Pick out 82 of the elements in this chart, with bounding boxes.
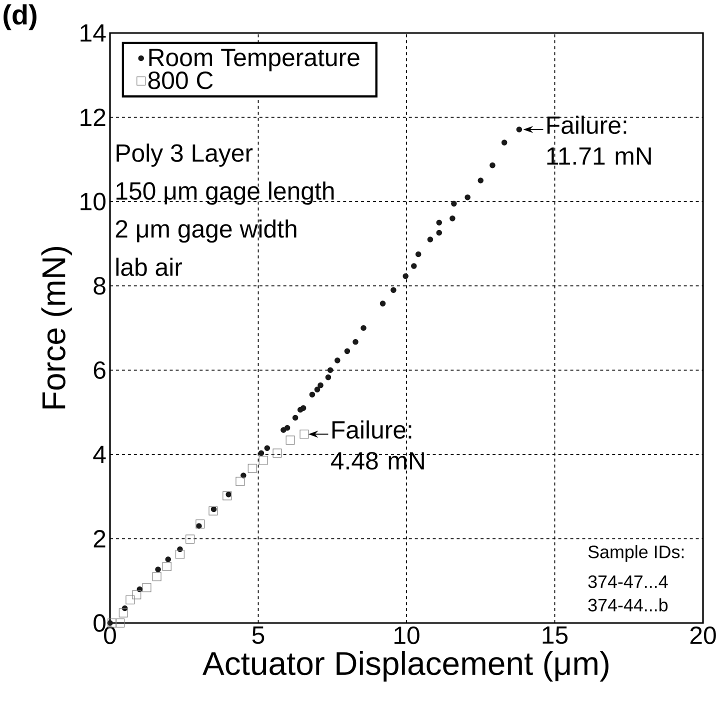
point [186, 534, 195, 544]
text: (d) [4, 4, 36, 30]
point [327, 367, 334, 374]
point [300, 405, 306, 411]
y-axis-title: Force (mN) [41, 246, 72, 408]
point [344, 348, 350, 354]
point [162, 562, 172, 572]
point [284, 424, 290, 431]
point [258, 456, 268, 465]
y-tick-label: 10 [80, 192, 106, 210]
point [236, 476, 245, 486]
y-tick-label: 12 [80, 108, 106, 126]
point [292, 414, 298, 421]
point [152, 572, 162, 582]
point [155, 566, 161, 572]
point [222, 491, 232, 500]
point [360, 325, 366, 331]
x-tick-label: 15 [542, 626, 568, 644]
x-tick-label: 20 [690, 626, 716, 644]
point [177, 546, 183, 552]
y-tick-label: 6 [94, 361, 106, 379]
x-tick-label: 10 [394, 626, 420, 644]
point [318, 382, 324, 388]
point [108, 618, 117, 628]
annotation: 150 μm gage length [116, 182, 334, 205]
point [325, 374, 332, 380]
point [501, 140, 508, 146]
point [411, 263, 417, 269]
point [415, 251, 422, 258]
point [286, 436, 295, 445]
point [450, 216, 456, 222]
point [272, 448, 282, 458]
y-tick-label: 14 [80, 24, 106, 42]
point [258, 450, 264, 456]
y-tick-label: 2 [94, 530, 106, 548]
point [380, 300, 386, 306]
annotation: lab air [116, 258, 182, 276]
point [226, 492, 232, 498]
point [248, 464, 257, 473]
point [240, 472, 246, 478]
point [516, 126, 522, 132]
annotation: Poly 3 Layer [116, 144, 253, 167]
legend-label: Room Temperature [149, 48, 360, 72]
legend-label: 800 C [148, 72, 213, 90]
point [427, 236, 434, 242]
point [451, 200, 457, 207]
point [490, 162, 496, 168]
annotation: Failure: 4.48 mN [330, 420, 424, 470]
point [478, 178, 484, 184]
y-tick-label: 8 [94, 277, 106, 295]
point [126, 595, 135, 604]
point [309, 392, 316, 398]
point [464, 194, 470, 200]
point [402, 273, 409, 280]
annotation: 374-44...b [588, 598, 668, 612]
annotation: Sample IDs: [588, 545, 684, 562]
x-tick-label: 5 [252, 626, 264, 644]
point [136, 586, 143, 592]
point [264, 445, 270, 451]
annotation: 2 μm gage width [116, 219, 296, 243]
point [175, 550, 184, 559]
point [390, 287, 396, 293]
point [436, 220, 442, 226]
annotation: 374-47...4 [588, 575, 668, 588]
point [132, 590, 142, 600]
point [165, 556, 172, 562]
y-tick-label: 4 [93, 446, 106, 463]
point [196, 519, 205, 528]
point [142, 583, 152, 592]
annotation: Failure: 11.71 mN [547, 116, 651, 165]
x-axis-title: Actuator Displacement (μm) [202, 650, 608, 682]
point [352, 339, 358, 345]
y-tick-label: 0 [94, 614, 106, 632]
point [314, 386, 320, 392]
point [208, 506, 218, 516]
point [334, 358, 340, 364]
point [116, 618, 125, 628]
point [118, 608, 128, 618]
point [107, 620, 113, 626]
point [210, 506, 217, 512]
point [436, 230, 442, 236]
point [300, 430, 309, 439]
